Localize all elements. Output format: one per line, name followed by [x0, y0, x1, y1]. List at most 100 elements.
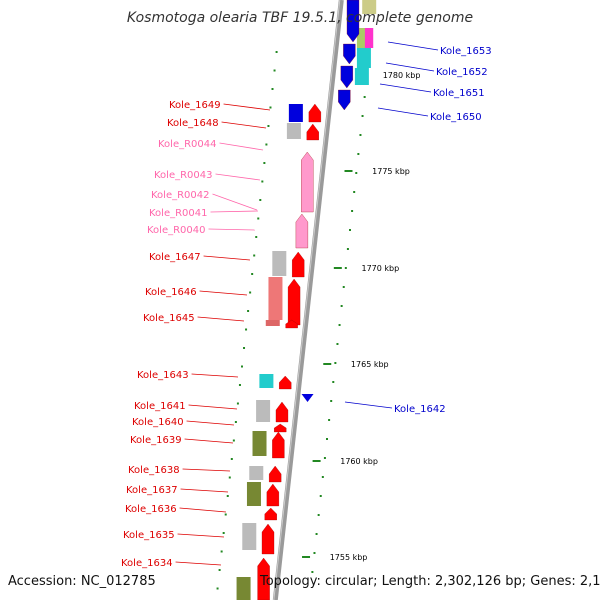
gene-label: Kole_R0041 — [149, 208, 208, 219]
gene-arrow — [257, 557, 270, 600]
gene-arrow — [306, 123, 319, 141]
gene-arrow — [272, 431, 285, 459]
gene-arrows — [257, 0, 360, 600]
cog-block — [256, 400, 271, 422]
gene-label: Kole_1639 — [130, 435, 182, 446]
gene-arrow — [340, 65, 353, 89]
cog-block — [265, 320, 280, 326]
cog-color-blocks — [236, 0, 377, 600]
gene-arrow — [338, 89, 351, 111]
leader-line — [197, 316, 245, 322]
leader-line — [186, 420, 235, 426]
gene-arrow — [269, 465, 282, 483]
leader-line — [180, 488, 229, 493]
gene-arrow — [264, 507, 277, 521]
gene-label: Kole_1635 — [123, 530, 175, 541]
gene-label: Kole_1647 — [149, 252, 201, 263]
gene-label: Kole_R0040 — [147, 225, 206, 236]
cog-block — [356, 28, 365, 48]
leader-lines — [175, 41, 439, 566]
leader-line — [344, 401, 393, 409]
accession-text: Accession: NC_012785 — [8, 574, 156, 589]
cog-block — [362, 0, 377, 14]
leader-line — [182, 468, 231, 472]
kbp-label: 1775 kbp — [372, 167, 410, 176]
cog-block — [268, 277, 283, 320]
gene-label: Kole_1640 — [132, 417, 184, 428]
cog-block — [354, 68, 369, 85]
gene-arrow — [266, 483, 280, 507]
gene-label: Kole_1652 — [436, 67, 488, 78]
cog-block — [236, 577, 251, 600]
leader-line — [184, 438, 234, 444]
gene-label: Kole_R0043 — [154, 170, 213, 181]
cog-block — [242, 523, 257, 550]
cog-block — [288, 104, 303, 122]
backbone-highlight — [273, 0, 341, 600]
gene-label: Kole_1643 — [137, 370, 189, 381]
gene-arrow — [346, 0, 360, 43]
gene-labels: Kole_1653 Kole_1652 Kole_1651 Kole_1650 Kole… — [121, 46, 492, 569]
kbp-label: 1765 kbp — [351, 360, 389, 369]
genome-info-text: Topology: circular; Length: 2,302,126 bp… — [260, 574, 600, 589]
leader-line — [177, 533, 225, 538]
gene-label: Kole_1634 — [121, 558, 173, 569]
leader-line — [208, 228, 256, 231]
cog-block — [246, 482, 261, 506]
gene-arrow — [285, 319, 298, 329]
gene-label: Kole_1638 — [128, 465, 180, 476]
map-title: Kosmotoga olearia TBF 19.5.1, complete g… — [126, 10, 474, 26]
gene-label: Kole_1641 — [134, 401, 186, 412]
kbp-label: 1770 kbp — [361, 264, 399, 273]
gene-arrow — [287, 278, 301, 326]
gene-label: Kole_1636 — [125, 504, 177, 515]
gene-arrow — [343, 43, 356, 65]
leader-line — [175, 561, 222, 566]
gene-arrow — [292, 251, 305, 278]
leader-line — [385, 62, 435, 72]
gene-label: Kole_1651 — [433, 88, 485, 99]
leader-line — [179, 507, 227, 513]
leader-line — [191, 373, 239, 378]
gene-label: Kole_1637 — [126, 485, 178, 496]
kbp-label: 1780 kbp — [383, 71, 421, 80]
gene-label: Kole_1645 — [143, 313, 195, 324]
gene-label: Kole_1642 — [394, 404, 446, 415]
leader-line — [212, 193, 258, 211]
cog-block — [249, 466, 264, 480]
leader-line — [210, 210, 259, 213]
gene-arrow — [274, 423, 287, 433]
rrna-arrow — [301, 151, 314, 213]
rrna-arrow — [295, 213, 309, 249]
backbone-line — [272, 0, 344, 600]
cog-block — [259, 374, 274, 388]
gene-arrow — [301, 394, 314, 402]
gene-arrow — [308, 103, 322, 123]
cog-block — [286, 123, 301, 139]
gene-label: Kole_1653 — [440, 46, 492, 57]
gene-label: Kole_1650 — [430, 112, 482, 123]
leader-line — [223, 103, 271, 111]
cog-block — [356, 48, 371, 68]
gene-label: Kole_1646 — [145, 287, 197, 298]
gene-arrow — [275, 401, 289, 423]
gene-label: Kole_1649 — [169, 100, 221, 111]
kbp-label: 1760 kbp — [340, 457, 378, 466]
leader-line — [387, 41, 439, 51]
leader-line — [377, 107, 429, 117]
genome-backbone — [272, 0, 344, 600]
leader-line — [215, 173, 261, 181]
leader-line — [199, 290, 248, 296]
leader-line — [219, 142, 264, 151]
kbp-label: 1755 kbp — [330, 553, 368, 562]
gene-label: Kole_1648 — [167, 118, 219, 129]
gene-arrow — [279, 375, 292, 390]
tick-marks — [216, 39, 372, 590]
cog-block — [252, 431, 267, 456]
leader-line — [188, 404, 238, 410]
gene-label: Kole_R0044 — [158, 139, 217, 150]
leader-line — [221, 121, 267, 129]
gene-arrow — [261, 523, 275, 555]
leader-line — [379, 83, 432, 93]
